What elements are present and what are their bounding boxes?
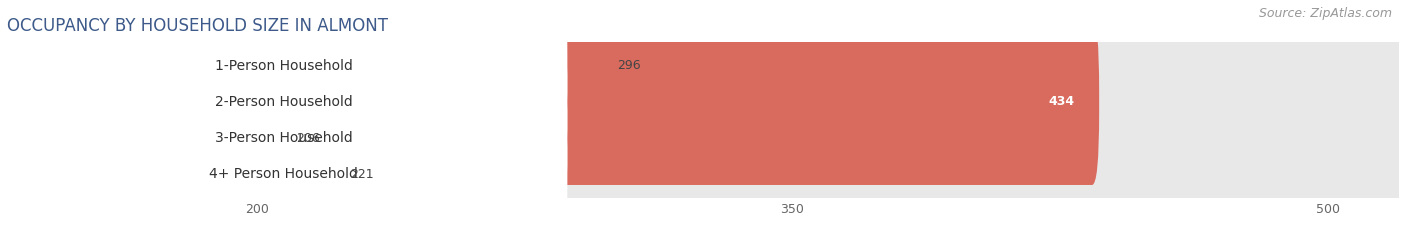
Text: 434: 434 xyxy=(1047,95,1074,108)
Text: Source: ZipAtlas.com: Source: ZipAtlas.com xyxy=(1258,7,1392,20)
Text: 3-Person Household: 3-Person Household xyxy=(215,131,353,145)
FancyBboxPatch shape xyxy=(0,19,1099,185)
FancyBboxPatch shape xyxy=(0,55,568,221)
FancyBboxPatch shape xyxy=(0,19,568,185)
Text: 206: 206 xyxy=(297,132,321,145)
FancyBboxPatch shape xyxy=(0,91,568,233)
FancyBboxPatch shape xyxy=(0,55,285,221)
Text: 2-Person Household: 2-Person Household xyxy=(215,95,353,109)
FancyBboxPatch shape xyxy=(0,0,568,149)
Text: 296: 296 xyxy=(617,59,641,72)
FancyBboxPatch shape xyxy=(0,0,1406,149)
Text: OCCUPANCY BY HOUSEHOLD SIZE IN ALMONT: OCCUPANCY BY HOUSEHOLD SIZE IN ALMONT xyxy=(7,17,388,35)
FancyBboxPatch shape xyxy=(0,55,1406,221)
Text: 221: 221 xyxy=(350,168,373,181)
FancyBboxPatch shape xyxy=(0,91,339,233)
FancyBboxPatch shape xyxy=(0,19,1406,185)
Text: 4+ Person Household: 4+ Person Household xyxy=(209,168,359,182)
FancyBboxPatch shape xyxy=(0,91,1406,233)
Text: 1-Person Household: 1-Person Household xyxy=(215,58,353,72)
FancyBboxPatch shape xyxy=(0,0,606,149)
